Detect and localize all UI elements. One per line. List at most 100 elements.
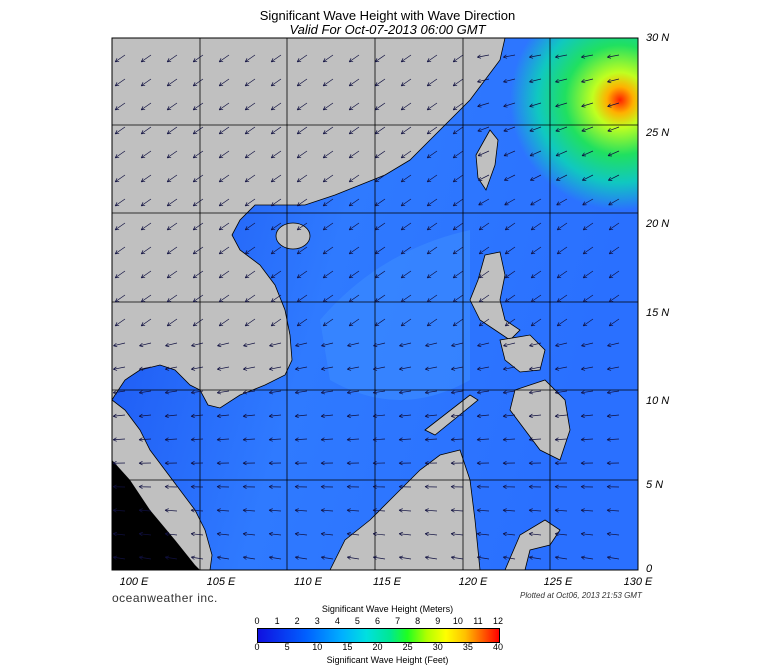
wave-arrow (296, 246, 308, 255)
wave-arrow (608, 246, 620, 255)
wave-arrow (294, 508, 308, 513)
wave-arrow (242, 413, 256, 419)
wave-arrow (424, 461, 438, 466)
wave-arrow (504, 294, 516, 303)
wave-arrow (270, 174, 282, 183)
wave-arrow (607, 78, 620, 84)
wave-arrow (374, 222, 386, 231)
wave-arrow (554, 390, 568, 395)
wave-arrow (452, 198, 464, 207)
wave-arrow (218, 174, 230, 183)
wave-arrow (296, 294, 308, 303)
wave-arrow (606, 437, 620, 442)
wave-arrow (372, 555, 386, 560)
wave-arrow (192, 198, 204, 207)
wave-arrow (452, 294, 464, 303)
wave-arrow (607, 366, 620, 371)
wave-arrow (296, 318, 308, 327)
feet-tick: 5 (284, 642, 290, 652)
wave-arrow (166, 126, 178, 135)
wave-arrow (556, 198, 568, 206)
wave-arrow (346, 461, 360, 466)
wave-arrow (320, 531, 334, 537)
wave-arrow (503, 102, 516, 108)
wave-arrow (400, 222, 412, 231)
wave-arrow (166, 174, 178, 183)
wave-arrow (530, 318, 542, 327)
wave-arrow (243, 342, 256, 348)
wave-arrow (348, 318, 360, 327)
wave-arrow (322, 174, 334, 183)
wave-arrow (270, 102, 282, 111)
meter-tick: 1 (274, 616, 280, 626)
wave-arrow (398, 437, 412, 442)
wave-arrow (607, 150, 620, 157)
wave-arrow (270, 270, 282, 279)
wave-arrow (503, 366, 516, 371)
wave-arrow (164, 555, 178, 560)
wave-arrow (400, 54, 412, 63)
wave-arrow (528, 508, 542, 513)
wave-arrow (450, 484, 464, 489)
lat-label-0: 0 (646, 563, 653, 575)
wave-arrow (451, 366, 464, 371)
wave-arrow (294, 461, 308, 466)
meter-tick: 6 (374, 616, 380, 626)
wave-arrow (321, 342, 334, 348)
wave-arrow (606, 413, 620, 419)
wave-arrow (322, 102, 334, 111)
wave-arrow (478, 198, 490, 206)
wave-arrow (608, 198, 620, 206)
wave-arrow (528, 54, 542, 59)
meter-tick: 9 (435, 616, 441, 626)
wave-arrow (476, 461, 490, 466)
wave-arrow (502, 437, 516, 442)
wave-arrow (476, 531, 490, 537)
wave-arrow (452, 246, 464, 255)
wave-arrow (164, 390, 178, 395)
wave-arrow (554, 555, 568, 560)
wave-arrow (555, 366, 568, 371)
feet-tick: 15 (342, 642, 353, 652)
wave-arrow (164, 413, 178, 419)
land-mainland (112, 38, 506, 409)
wave-arrow (582, 246, 594, 255)
wave-arrow (296, 174, 308, 183)
wave-arrow (374, 174, 386, 183)
meter-tick: 12 (492, 616, 503, 626)
lon-label-110e: 110 E (294, 576, 322, 588)
wave-arrow (242, 484, 256, 489)
wave-arrow (320, 555, 334, 560)
wave-arrow (476, 54, 490, 59)
wave-arrow (348, 150, 360, 159)
wave-arrow (244, 222, 256, 231)
wave-arrow (346, 531, 360, 537)
wave-arrow (529, 150, 542, 157)
wave-arrow (451, 342, 464, 348)
wave-arrow (322, 54, 334, 63)
wave-arrow (322, 222, 334, 231)
wave-arrow (477, 174, 490, 181)
wave-arrow (424, 508, 438, 513)
wave-arrow (320, 413, 334, 419)
wave-arrow (216, 437, 230, 442)
meter-tick: 5 (354, 616, 360, 626)
wave-arrow (244, 150, 256, 159)
wave-arrow (244, 54, 256, 63)
lat-label-30n: 30 N (646, 32, 670, 44)
wave-arrow (164, 531, 178, 537)
wave-arrow (582, 222, 594, 231)
wave-arrow (112, 531, 126, 537)
wave-arrow (140, 126, 152, 135)
wave-arrow (294, 413, 308, 419)
wave-arrow (476, 508, 490, 513)
lat-label-15n: 15 N (646, 307, 670, 319)
wave-arrow (192, 102, 204, 111)
wave-arrow (582, 270, 594, 279)
wave-arrow (554, 531, 568, 537)
wave-arrow (556, 270, 568, 279)
wave-arrow (452, 102, 464, 111)
wave-arrow (476, 484, 490, 489)
wave-arrow (218, 294, 230, 303)
wave-arrow (192, 78, 204, 87)
